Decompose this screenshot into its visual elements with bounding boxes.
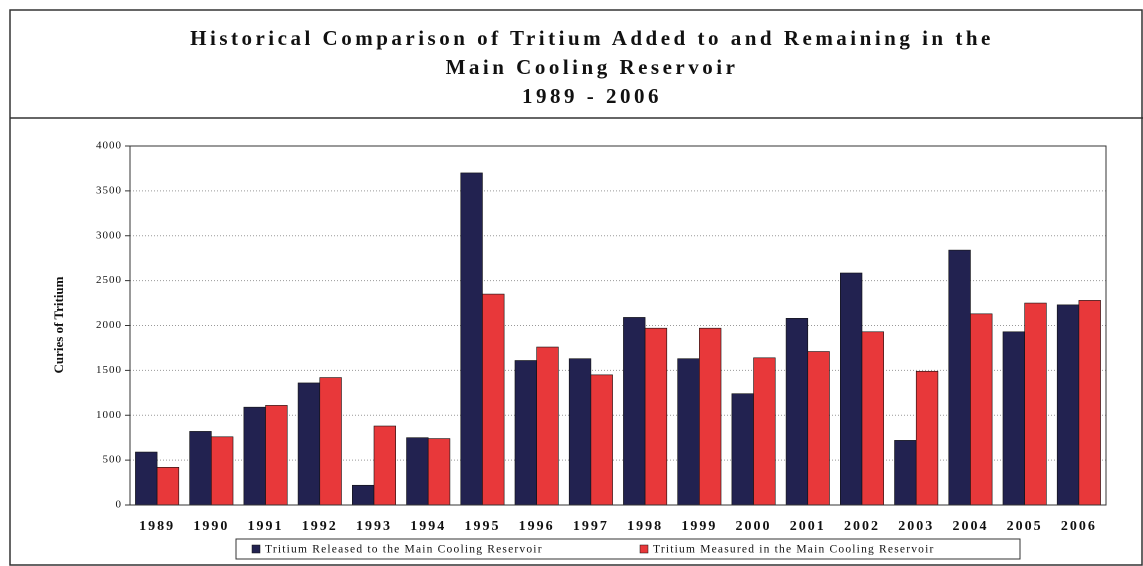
- x-tick-label: 1997: [573, 519, 609, 534]
- legend-label: Tritium Measured in the Main Cooling Res…: [653, 544, 935, 556]
- bar: [677, 358, 700, 506]
- bar: [536, 346, 559, 506]
- bar: [731, 393, 754, 506]
- bar: [373, 425, 396, 506]
- y-tick-label: 0: [116, 499, 123, 511]
- x-tick-label: 1992: [302, 519, 338, 534]
- bar: [1024, 302, 1047, 506]
- x-tick-label: 2004: [952, 519, 988, 534]
- chart-title: 1989 - 2006: [522, 84, 662, 108]
- x-tick-label: 1996: [519, 519, 555, 534]
- chart-title: Historical Comparison of Tritium Added t…: [190, 26, 994, 50]
- legend-box: [235, 538, 1021, 560]
- bar: [699, 327, 722, 506]
- chart-title: Main Cooling Reservoir: [446, 55, 739, 79]
- bar: [785, 318, 809, 506]
- x-tick-label: 1999: [681, 519, 717, 534]
- y-axis-label: Curies of Tritium: [51, 276, 66, 373]
- bar: [135, 451, 158, 506]
- x-tick-label: 1989: [139, 519, 175, 534]
- bar: [482, 293, 505, 506]
- bar: [352, 484, 375, 506]
- bar: [427, 438, 451, 506]
- legend-label: Tritium Released to the Main Cooling Res…: [265, 544, 543, 556]
- x-tick-label: 2003: [898, 519, 934, 534]
- bar: [590, 374, 613, 506]
- y-tick-label: 3500: [96, 184, 122, 196]
- y-tick-label: 1500: [96, 364, 122, 376]
- bar: [1056, 304, 1080, 506]
- plot-frame: [129, 145, 1107, 506]
- y-tick-label: 2500: [96, 274, 122, 286]
- bar: [319, 377, 342, 506]
- bar: [460, 172, 483, 506]
- x-tick-label: 1991: [248, 519, 284, 534]
- x-tick-label: 1995: [464, 519, 500, 534]
- x-tick-label: 2005: [1007, 519, 1043, 534]
- legend-swatch: [251, 544, 261, 554]
- bar: [568, 358, 592, 506]
- bar: [265, 405, 288, 506]
- bar: [894, 440, 917, 506]
- x-tick-label: 1994: [410, 519, 446, 534]
- legend-swatch: [639, 544, 649, 554]
- bar: [156, 467, 180, 506]
- x-tick-label: 1998: [627, 519, 663, 534]
- x-tick-label: 1990: [193, 519, 229, 534]
- bar: [753, 357, 776, 506]
- bar: [406, 437, 429, 506]
- bar: [211, 436, 234, 506]
- bar: [861, 331, 884, 506]
- bar: [970, 313, 993, 506]
- y-tick-label: 2000: [96, 319, 122, 331]
- x-tick-label: 2002: [844, 519, 880, 534]
- y-tick-label: 1000: [96, 409, 122, 421]
- bar: [948, 249, 971, 506]
- bar: [644, 327, 668, 506]
- x-tick-label: 1993: [356, 519, 392, 534]
- x-tick-label: 2006: [1061, 519, 1097, 534]
- bar: [840, 272, 863, 506]
- y-tick-label: 500: [103, 454, 123, 466]
- bar: [243, 406, 266, 506]
- bar: [189, 431, 212, 506]
- y-tick-label: 4000: [96, 140, 122, 152]
- bar: [297, 382, 321, 506]
- bar: [514, 360, 537, 506]
- bar: [1078, 300, 1101, 506]
- x-tick-label: 2000: [736, 519, 772, 534]
- bar: [915, 370, 939, 506]
- bar: [1002, 331, 1025, 506]
- bar: [807, 351, 830, 506]
- y-tick-label: 3000: [96, 229, 122, 241]
- bar: [623, 317, 646, 506]
- x-tick-label: 2001: [790, 519, 826, 534]
